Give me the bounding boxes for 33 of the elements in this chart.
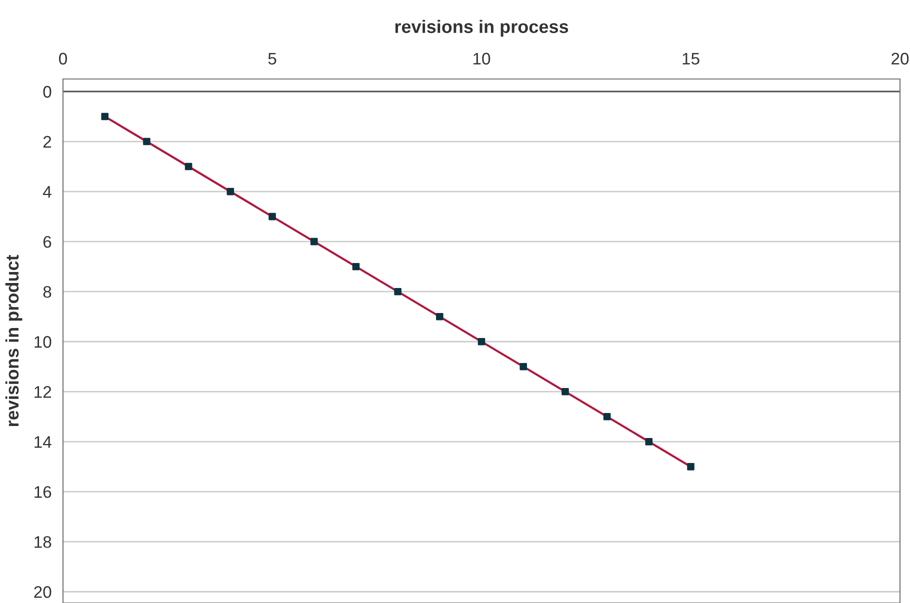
y-tick-label: 16 bbox=[34, 486, 52, 498]
x-tick-label: 10 bbox=[474, 52, 490, 65]
point bbox=[310, 238, 318, 246]
point bbox=[687, 463, 694, 470]
point bbox=[352, 262, 360, 270]
point bbox=[436, 312, 444, 320]
y-tick-label: 20 bbox=[34, 586, 52, 598]
point bbox=[645, 438, 653, 446]
y-tick-label: 12 bbox=[34, 386, 52, 398]
y-tick-label: 18 bbox=[34, 536, 52, 548]
y-axis-title: revisions in product bbox=[5, 254, 22, 426]
x-tick-label: 15 bbox=[682, 52, 700, 65]
point bbox=[562, 388, 569, 396]
point bbox=[394, 288, 402, 296]
point bbox=[268, 212, 276, 220]
point bbox=[184, 162, 192, 170]
x-tick-label: 0 bbox=[59, 52, 67, 65]
point bbox=[478, 338, 486, 346]
x-tick-label: 5 bbox=[268, 52, 276, 65]
point bbox=[101, 112, 108, 120]
y-tick-label: 2 bbox=[43, 136, 52, 148]
y-tick-label: 6 bbox=[43, 236, 52, 248]
point bbox=[520, 362, 527, 370]
y-tick-label: 0 bbox=[43, 86, 52, 98]
y-tick-label: 8 bbox=[43, 286, 52, 298]
y-tick-label: 4 bbox=[43, 186, 52, 198]
x-tick-label: 20 bbox=[892, 52, 909, 65]
y-tick-label: 14 bbox=[34, 436, 52, 448]
y-tick-label: 10 bbox=[34, 336, 52, 348]
point bbox=[603, 413, 611, 420]
point bbox=[143, 138, 150, 146]
point bbox=[226, 188, 234, 196]
x-axis-title: revisions in process bbox=[395, 20, 568, 37]
